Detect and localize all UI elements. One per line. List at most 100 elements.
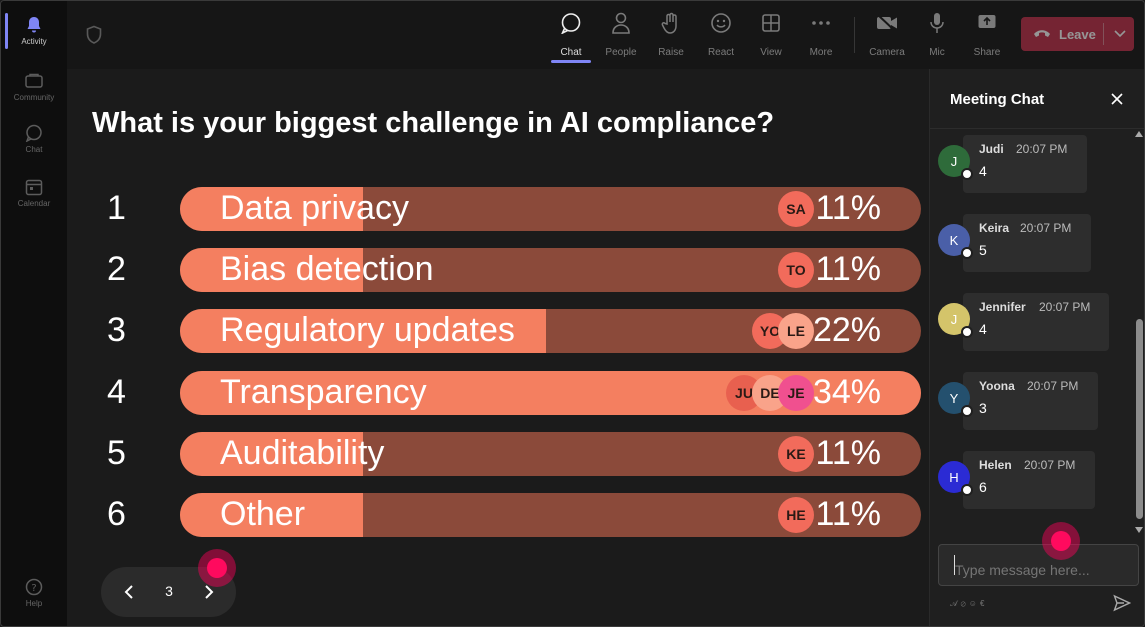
view-button-label: View (760, 47, 782, 58)
chat-message: Y Yoona 20:07 PM 3 (938, 372, 1128, 436)
message-bubble (963, 135, 1087, 193)
rail-item-help[interactable]: ? Help (1, 569, 67, 619)
option-label: Other (220, 495, 306, 533)
presence-status-icon (961, 326, 973, 338)
help-icon: ? (24, 577, 44, 597)
meeting-toolbar (67, 1, 1144, 69)
message-timestamp: 20:07 PM (1027, 379, 1079, 393)
gif-icon[interactable]: € (979, 599, 988, 608)
chevron-down-icon[interactable] (1113, 26, 1127, 45)
calendar-icon (24, 177, 44, 197)
grid-view-icon (760, 11, 782, 35)
share-button[interactable]: Share (965, 11, 1009, 61)
option-bar-fill (180, 248, 363, 293)
poll-option-row: 5 Auditability KE 11% (67, 431, 929, 478)
option-number: 5 (107, 433, 126, 472)
option-percent: 34% (812, 372, 881, 411)
next-page-button[interactable] (197, 580, 221, 604)
sender-name: Yoona (979, 379, 1015, 393)
sender-name: Jennifer (979, 300, 1026, 314)
camera-button-label: Camera (869, 47, 905, 58)
voter-avatar: JE (778, 374, 814, 411)
option-number: 4 (107, 372, 126, 411)
poll-option-row: 6 Other HE 11% (67, 493, 929, 539)
scrollbar-thumb[interactable] (1136, 319, 1143, 519)
chat-icon (560, 11, 582, 35)
poll-question: What is your biggest challenge in AI com… (92, 107, 775, 139)
message-text: 6 (979, 479, 987, 495)
previous-page-button[interactable] (117, 580, 141, 604)
chat-scrollbar[interactable] (1132, 129, 1144, 535)
presence-status-icon (961, 247, 973, 259)
option-label: Data privacy (220, 189, 409, 227)
raise-hand-button[interactable]: Raise (649, 11, 693, 61)
chevron-left-icon (124, 585, 133, 599)
svg-text:?: ? (31, 583, 36, 594)
option-percent: 11% (815, 495, 881, 533)
option-label: Auditability (220, 433, 385, 472)
presence-status-icon (961, 168, 973, 180)
message-text: 4 (979, 163, 987, 179)
chat-message: K Keira 20:07 PM 5 (938, 214, 1128, 278)
voter-avatar: LE (778, 313, 814, 350)
shield-icon (85, 25, 103, 45)
poll-option-row: 1 Data privacy SA 11% (67, 187, 929, 233)
option-number: 1 (107, 189, 126, 227)
presence-status-icon (961, 405, 973, 417)
leave-button[interactable]: Leave (1021, 17, 1134, 51)
text-caret (954, 555, 955, 575)
rail-item-community[interactable]: Community (1, 63, 67, 113)
option-label: Regulatory updates (220, 311, 515, 350)
react-button[interactable]: React (699, 11, 743, 61)
avatar[interactable]: H (938, 461, 970, 493)
option-percent: 11% (815, 250, 881, 289)
active-tab-indicator (551, 60, 591, 63)
leave-separator (1103, 23, 1104, 45)
option-number: 3 (107, 311, 126, 350)
more-button[interactable]: More (799, 11, 843, 61)
camera-button[interactable]: Camera (865, 11, 909, 61)
view-button[interactable]: View (749, 11, 793, 61)
emoji-icon[interactable]: ☺ (968, 599, 980, 608)
mic-button[interactable]: Mic (915, 11, 959, 61)
close-icon[interactable] (1107, 89, 1127, 109)
message-bubble (963, 372, 1098, 430)
option-number: 6 (107, 495, 126, 533)
send-icon[interactable] (1113, 594, 1133, 614)
chat-message: H Helen 20:07 PM 6 (938, 451, 1128, 515)
people-button[interactable]: People (599, 11, 643, 61)
format-icon[interactable]: 𝒜 (950, 599, 961, 608)
chat-message-input[interactable] (938, 544, 1139, 586)
raise-button-label: Raise (658, 47, 684, 58)
message-bubble (963, 451, 1095, 509)
more-button-label: More (809, 47, 833, 58)
rail-item-calendar[interactable]: Calendar (1, 169, 67, 219)
option-bar: Data privacy SA 11% (180, 187, 921, 231)
format-options[interactable]: 𝒜⊘☺€ (950, 599, 987, 609)
share-button-label: Share (973, 47, 1001, 58)
attach-icon[interactable]: ⊘ (960, 599, 969, 608)
message-timestamp: 20:07 PM (1024, 458, 1076, 472)
voter-avatar: KE (778, 435, 814, 472)
option-bar-fill (180, 309, 546, 354)
mic-icon (926, 11, 948, 35)
rail-item-chat[interactable]: Chat (1, 115, 67, 165)
message-bubble (963, 214, 1091, 272)
option-label: Bias detection (220, 250, 434, 289)
rail-item-activity[interactable]: Activity (1, 7, 67, 57)
chevron-right-icon (205, 585, 214, 599)
chat-button[interactable]: Chat (549, 11, 593, 63)
toolbar-divider (854, 17, 855, 53)
voter-avatar: HE (778, 497, 814, 533)
option-percent: 11% (815, 189, 881, 227)
page-number: 3 (165, 583, 173, 599)
chat-header: Meeting Chat (930, 69, 1144, 129)
sender-name: Helen (979, 458, 1012, 472)
option-bar: Auditability KE 11% (180, 431, 921, 476)
people-icon (610, 11, 632, 35)
option-percent: 11% (815, 433, 881, 472)
chat-title: Meeting Chat (950, 91, 1045, 108)
mic-button-label: Mic (929, 47, 945, 58)
smiley-icon (710, 11, 732, 35)
